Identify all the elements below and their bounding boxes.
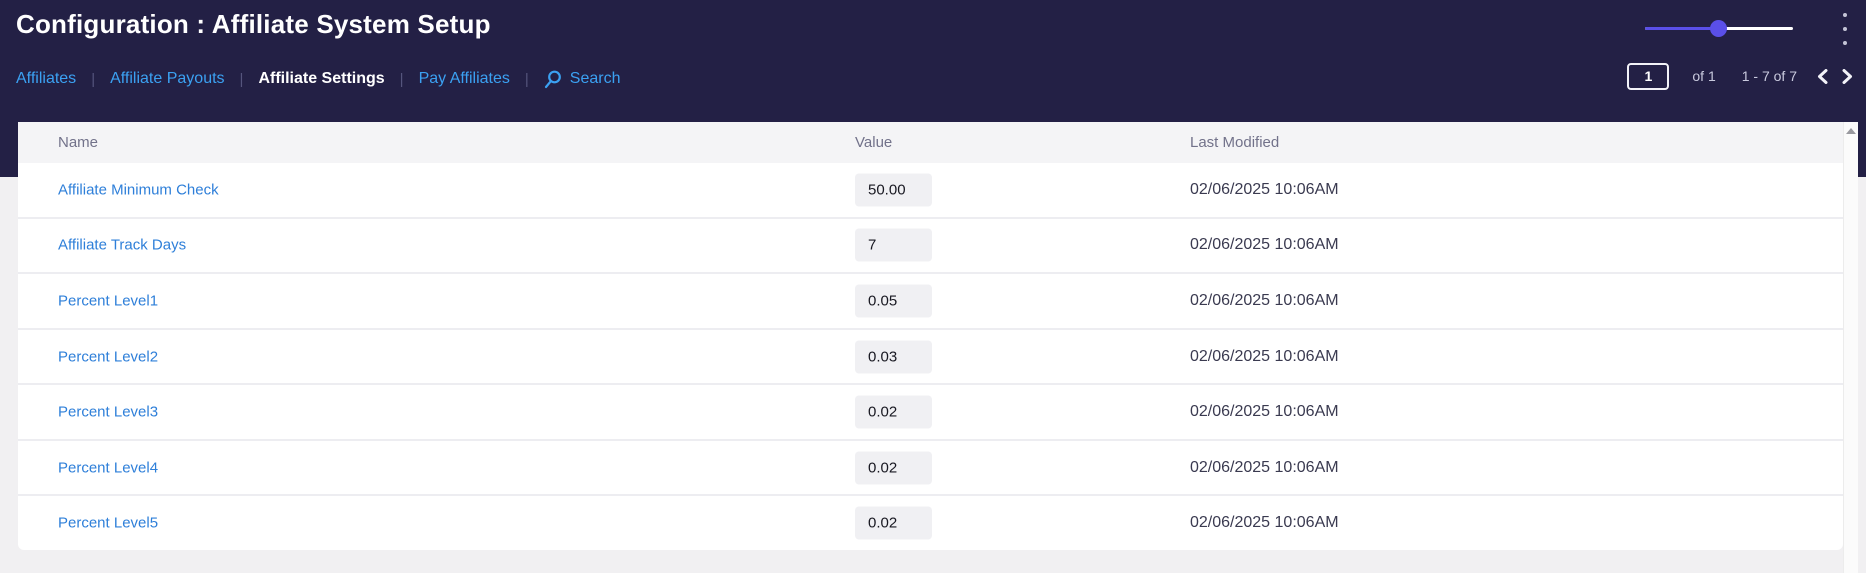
setting-link[interactable]: Affiliate Track Days bbox=[58, 236, 187, 254]
page-title: Configuration : Affiliate System Setup bbox=[16, 9, 491, 39]
pagination: of 1 1 - 7 of 7 bbox=[1627, 62, 1856, 90]
column-header-name: Name bbox=[58, 134, 99, 151]
chevron-left-icon bbox=[1818, 68, 1828, 84]
last-modified-value: 02/06/2025 10:06AM bbox=[1190, 514, 1339, 532]
last-modified-value: 02/06/2025 10:06AM bbox=[1190, 458, 1339, 476]
setting-link[interactable]: Percent Level2 bbox=[58, 348, 159, 366]
value-input[interactable]: 50.00 bbox=[855, 173, 932, 207]
value-input[interactable]: 0.03 bbox=[855, 340, 932, 374]
chevron-right-icon bbox=[1842, 68, 1852, 84]
table-row: Percent Level3 0.02 02/06/2025 10:06AM bbox=[18, 385, 1843, 441]
prev-page-button[interactable] bbox=[1817, 68, 1831, 84]
last-modified-value: 02/06/2025 10:06AM bbox=[1190, 180, 1339, 198]
last-modified-value: 02/06/2025 10:06AM bbox=[1190, 403, 1339, 421]
slider-thumb[interactable] bbox=[1710, 20, 1727, 37]
vertical-scrollbar[interactable] bbox=[1843, 122, 1858, 573]
setting-link[interactable]: Percent Level5 bbox=[58, 514, 159, 532]
nav-separator: | bbox=[91, 70, 96, 88]
slider-fill bbox=[1645, 27, 1719, 30]
table-row: Percent Level1 0.05 02/06/2025 10:06AM bbox=[18, 274, 1843, 330]
page-of-label: of 1 bbox=[1692, 68, 1716, 84]
nav-separator: | bbox=[239, 70, 244, 88]
setting-link[interactable]: Affiliate Minimum Check bbox=[58, 181, 219, 199]
setting-link[interactable]: Percent Level4 bbox=[58, 459, 159, 477]
table-header-row: Name Value Last Modified bbox=[18, 122, 1843, 163]
zoom-slider[interactable] bbox=[1645, 20, 1793, 37]
page-range-label: 1 - 7 of 7 bbox=[1741, 68, 1797, 84]
column-header-last-modified: Last Modified bbox=[1190, 134, 1280, 151]
last-modified-value: 02/06/2025 10:06AM bbox=[1190, 291, 1339, 309]
last-modified-value: 02/06/2025 10:06AM bbox=[1190, 236, 1339, 254]
nav-link-affiliates[interactable]: Affiliates bbox=[16, 70, 77, 87]
nav-separator: | bbox=[399, 70, 404, 88]
table-row: Percent Level5 0.02 02/06/2025 10:06AM bbox=[18, 496, 1843, 550]
value-input[interactable]: 0.05 bbox=[855, 284, 932, 318]
page-number-input[interactable] bbox=[1627, 62, 1670, 90]
value-input[interactable]: 0.02 bbox=[855, 506, 932, 540]
table-row: Affiliate Track Days 7 02/06/2025 10:06A… bbox=[18, 219, 1843, 275]
table-row: Percent Level2 0.03 02/06/2025 10:06AM bbox=[18, 330, 1843, 386]
nav-link-pay-affiliates[interactable]: Pay Affiliates bbox=[418, 70, 510, 87]
setting-link[interactable]: Percent Level3 bbox=[58, 403, 159, 421]
search-icon bbox=[544, 70, 561, 88]
section-nav: Affiliates | Affiliate Payouts | Affilia… bbox=[16, 67, 621, 91]
value-input[interactable]: 7 bbox=[855, 228, 932, 262]
next-page-button[interactable] bbox=[1842, 68, 1856, 84]
table-row: Affiliate Minimum Check 50.00 02/06/2025… bbox=[18, 163, 1843, 219]
table-body: Affiliate Minimum Check 50.00 02/06/2025… bbox=[18, 163, 1843, 550]
settings-table: Name Value Last Modified Affiliate Minim… bbox=[18, 122, 1843, 550]
value-input[interactable]: 0.02 bbox=[855, 451, 932, 485]
search-label: Search bbox=[569, 70, 621, 87]
last-modified-value: 02/06/2025 10:06AM bbox=[1190, 347, 1339, 365]
scroll-up-arrow-icon[interactable] bbox=[1846, 128, 1856, 134]
search-button[interactable]: Search bbox=[544, 70, 621, 89]
value-input[interactable]: 0.02 bbox=[855, 395, 932, 429]
nav-separator: | bbox=[524, 70, 529, 88]
nav-link-affiliate-payouts[interactable]: Affiliate Payouts bbox=[110, 70, 225, 87]
table-row: Percent Level4 0.02 02/06/2025 10:06AM bbox=[18, 441, 1843, 497]
setting-link[interactable]: Percent Level1 bbox=[58, 292, 159, 310]
kebab-menu-icon[interactable] bbox=[1839, 13, 1851, 45]
column-header-value: Value bbox=[855, 134, 893, 151]
nav-link-affiliate-settings[interactable]: Affiliate Settings bbox=[258, 70, 385, 87]
